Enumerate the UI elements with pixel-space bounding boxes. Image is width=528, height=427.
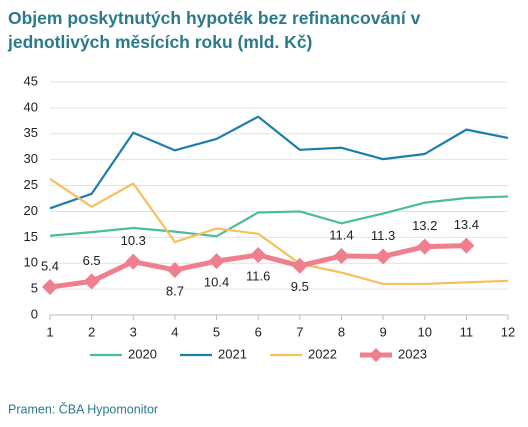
marker xyxy=(42,279,58,296)
data-label: 11.6 xyxy=(246,268,270,283)
legend-label: 2021 xyxy=(218,346,247,361)
y-tick-label: 15 xyxy=(24,229,38,244)
series-line xyxy=(49,177,509,286)
source: Pramen: ČBA Hypomonitor xyxy=(8,401,158,416)
data-label: 10.4 xyxy=(204,275,229,290)
y-tick-label: 35 xyxy=(24,125,38,140)
y-tick-label: 40 xyxy=(24,99,38,114)
marker xyxy=(458,237,475,254)
legend-label: 2022 xyxy=(308,346,337,361)
x-tick-label: 1 xyxy=(46,324,53,339)
marker xyxy=(83,273,100,290)
data-label: 11.3 xyxy=(371,228,395,243)
y-tick-label: 25 xyxy=(24,177,38,192)
y-tick-label: 45 xyxy=(24,73,38,88)
legend-swatch xyxy=(369,348,383,362)
marker xyxy=(416,238,433,255)
series-line xyxy=(49,195,509,238)
chart-title: jednotlivých měsících roku (mld. Kč) xyxy=(7,32,312,52)
data-label: 9.5 xyxy=(291,279,309,294)
legend-label: 2020 xyxy=(128,346,157,361)
marker xyxy=(291,257,308,274)
data-label: 8.7 xyxy=(166,283,184,298)
data-label: 6.5 xyxy=(83,253,101,268)
series-line xyxy=(49,115,509,210)
data-label: 13.4 xyxy=(454,217,479,232)
y-tick-label: 20 xyxy=(24,203,38,218)
x-tick-label: 3 xyxy=(130,324,137,339)
data-label: 5.4 xyxy=(41,258,59,273)
marker xyxy=(250,246,267,263)
marker xyxy=(208,253,225,270)
y-tick-label: 0 xyxy=(31,306,38,321)
x-tick-label: 2 xyxy=(88,324,95,339)
marker xyxy=(166,261,183,278)
x-tick-label: 11 xyxy=(460,324,474,339)
chart-title: Objem poskytnutých hypoték bez refinanco… xyxy=(8,8,421,28)
x-tick-label: 8 xyxy=(338,324,345,339)
data-label: 10.3 xyxy=(121,233,146,248)
x-tick-label: 9 xyxy=(379,324,386,339)
y-tick-label: 10 xyxy=(24,255,38,270)
x-tick-label: 7 xyxy=(296,324,303,339)
marker xyxy=(125,253,142,270)
x-tick-label: 10 xyxy=(417,324,431,339)
legend-label: 2023 xyxy=(398,346,427,361)
x-tick-label: 6 xyxy=(255,324,262,339)
data-label: 13.2 xyxy=(412,218,437,233)
marker xyxy=(333,247,350,264)
y-tick-label: 5 xyxy=(31,281,38,296)
x-tick-label: 12 xyxy=(501,324,515,339)
marker xyxy=(375,248,392,265)
data-label: 11.4 xyxy=(329,227,353,242)
y-tick-label: 30 xyxy=(24,151,38,166)
x-tick-label: 5 xyxy=(213,324,220,339)
x-tick-label: 4 xyxy=(171,324,178,339)
